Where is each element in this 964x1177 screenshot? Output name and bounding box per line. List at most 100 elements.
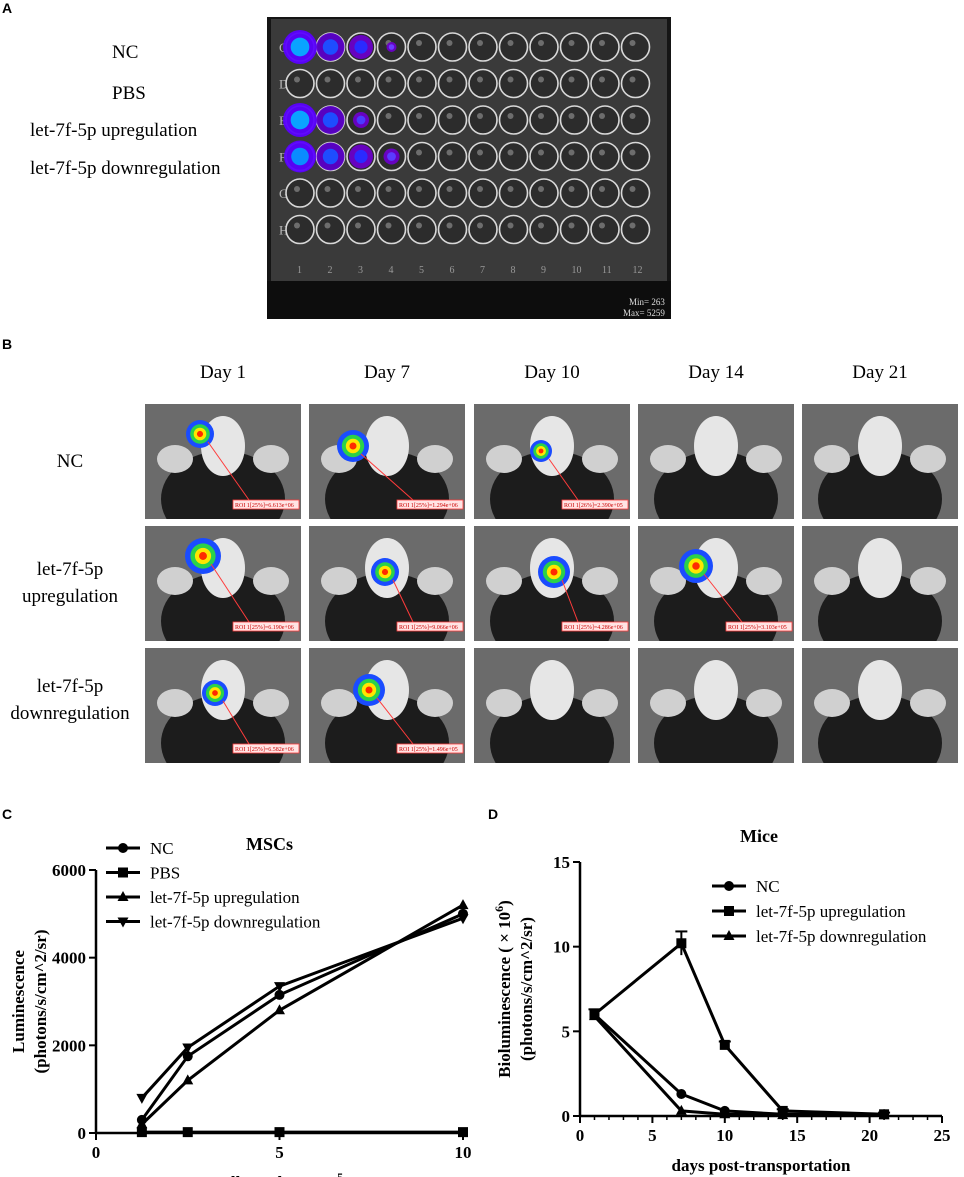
series-line	[140, 903, 464, 1126]
plate-well-glint	[477, 149, 483, 156]
panel-letter-d: D	[488, 806, 499, 822]
plate-well	[498, 105, 529, 135]
plate-col-number: 3	[358, 265, 363, 276]
plate-well	[437, 178, 468, 208]
mouse-ear	[157, 689, 193, 717]
data-point	[182, 1074, 194, 1085]
plate-well	[529, 214, 559, 245]
plate-well-glint	[568, 76, 575, 83]
plate-well	[590, 214, 620, 245]
data-point	[274, 982, 285, 993]
plate-col-number: 6	[450, 265, 455, 276]
data-point	[675, 1104, 687, 1115]
roi-box	[232, 743, 300, 754]
mouse-ear	[650, 445, 686, 473]
plate-well-glint	[385, 222, 392, 229]
luminescence-spot-core	[356, 115, 366, 125]
plate-well	[620, 214, 651, 245]
plate-well	[529, 32, 559, 62]
legend-marker	[118, 867, 128, 878]
plate-col-number: 7	[480, 265, 485, 276]
x-tick-label: 10	[716, 1126, 733, 1145]
roi-box	[561, 621, 629, 632]
panel-letter-c: C	[2, 806, 13, 822]
plate-well-glint	[294, 186, 300, 192]
data-point	[274, 989, 285, 1000]
luminescence-spot-core	[387, 152, 396, 161]
mouse-image: ROI 1[25%]=6.190e+06	[145, 526, 301, 641]
plate-well-glint	[477, 186, 483, 192]
plate-well	[376, 214, 407, 245]
day-label-7: Day 7	[364, 362, 410, 383]
plate-well-glint	[385, 76, 392, 83]
plate-well	[498, 178, 529, 208]
plate-row-letter: F	[279, 150, 286, 165]
plate-well	[346, 214, 376, 245]
plate-well-glint	[446, 113, 453, 119]
x-tick-label: 0	[92, 1143, 101, 1162]
mouse-image-svg: ROI 1[25%]=6.613e+06	[145, 404, 301, 519]
plate-well	[468, 178, 498, 208]
plate-well	[437, 141, 468, 172]
y-axis-label-units: (photons/s/cm^2/sr)	[31, 930, 50, 1074]
mouse-head	[858, 416, 902, 476]
plate-well	[620, 68, 651, 99]
roi-box	[232, 499, 300, 510]
plate-well	[285, 214, 315, 245]
data-point	[274, 1004, 285, 1015]
roi-value: ROI 1[25%]=9.066e+06	[399, 625, 458, 631]
mouse-body	[654, 451, 778, 519]
mouse-image-svg: ROI 1[25%]=9.066e+06	[309, 526, 465, 641]
luminescence-spot-core	[322, 112, 339, 128]
plate-well-glint	[599, 186, 605, 192]
plate-well-glint	[324, 76, 331, 83]
data-point	[182, 1051, 193, 1062]
y-axis-label: Luminescence	[9, 950, 28, 1053]
row-label-up-line2: upregulation	[21, 586, 119, 607]
mouse-image-svg: ROI 1[25%]=4.286e+06	[474, 526, 630, 641]
plate-well-glint	[416, 222, 422, 229]
plate-col-number: 4	[389, 265, 394, 276]
roi-box	[561, 499, 629, 510]
plate-well	[620, 178, 651, 208]
plate-well-glint	[477, 76, 483, 83]
data-point	[136, 1127, 147, 1138]
mouse-ear	[253, 567, 289, 595]
mouse-image-svg: ROI 1[26%]=2.390e+05	[474, 404, 630, 519]
mouse-image: ROI 1[25%]=3.103e+05	[638, 526, 794, 641]
day-label-10: Day 10	[524, 362, 580, 383]
roi-box	[396, 743, 464, 754]
plate-well-glint	[568, 222, 575, 229]
chart-title: MSCs	[246, 834, 293, 854]
plate-well-glint	[538, 186, 544, 192]
roi-box	[232, 621, 300, 632]
mouse-image: ROI 1[25%]=1.496e+05	[309, 648, 465, 763]
plate-well	[590, 32, 620, 62]
plate-col-number: 9	[541, 265, 546, 276]
plate-well	[285, 178, 315, 208]
plate-well-glint	[629, 76, 636, 83]
roi-box	[396, 499, 464, 510]
plate-well-glint	[324, 186, 331, 192]
plate-well	[346, 68, 376, 99]
data-point	[719, 1108, 731, 1119]
plate-well-glint	[416, 186, 422, 192]
plate-well	[407, 214, 437, 245]
legend-label: let-7f-5p downregulation	[150, 913, 321, 932]
mouse-ear	[417, 689, 453, 717]
x-axis-label: cell number × 105	[216, 1170, 343, 1177]
mouse-head	[365, 660, 409, 720]
luminescence-spot-core	[322, 39, 339, 55]
legend-marker	[117, 917, 129, 928]
mouse-head	[530, 660, 574, 720]
plate-well-glint	[507, 113, 514, 119]
mouse-image	[474, 648, 630, 763]
mouse-image-svg	[802, 648, 958, 763]
mouse-ear	[486, 689, 522, 717]
x-axis-label-exponent: 5	[337, 1170, 343, 1177]
plate-well	[559, 178, 590, 208]
plate-well-glint	[446, 186, 453, 192]
data-point	[777, 1109, 789, 1120]
plate-well	[498, 32, 529, 62]
plate-well	[498, 214, 529, 245]
